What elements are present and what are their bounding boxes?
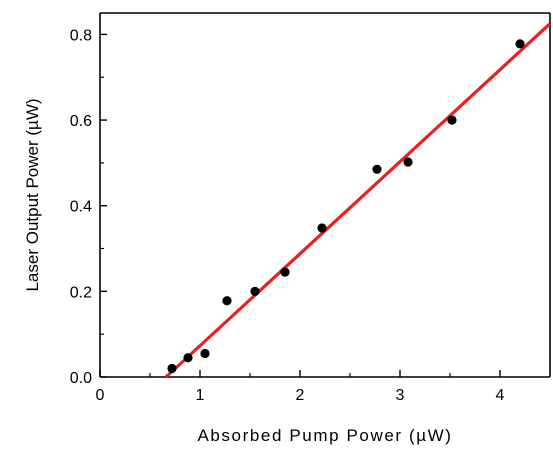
fit-line bbox=[164, 22, 552, 379]
y-tick-label: 0.6 bbox=[70, 113, 92, 130]
data-point bbox=[403, 157, 413, 167]
x-tick-label: 1 bbox=[196, 387, 205, 404]
data-point bbox=[317, 223, 327, 233]
x-axis-title: Absorbed Pump Power (µW) bbox=[197, 426, 452, 445]
x-tick-label: 3 bbox=[396, 387, 405, 404]
data-point bbox=[447, 115, 457, 125]
y-ticks: 0.0 0.2 0.4 0.6 0.8 bbox=[70, 27, 107, 387]
y-tick-label: 0.4 bbox=[70, 199, 92, 216]
data-point bbox=[250, 286, 260, 296]
x-tick-label: 0 bbox=[96, 387, 105, 404]
data-point bbox=[372, 164, 382, 174]
data-point bbox=[515, 39, 525, 49]
data-point bbox=[167, 363, 177, 374]
data-point bbox=[183, 353, 193, 363]
data-point bbox=[222, 296, 232, 306]
y-tick-label: 0.2 bbox=[70, 284, 92, 301]
x-tick-label: 4 bbox=[496, 387, 505, 404]
y-axis-title: Laser Output Power (µW) bbox=[23, 98, 42, 291]
data-point bbox=[280, 267, 290, 277]
data-points-layer bbox=[167, 39, 525, 374]
y-tick-label: 0.8 bbox=[70, 27, 92, 44]
x-ticks: 0 1 2 3 4 bbox=[96, 370, 505, 404]
y-tick-label: 0.0 bbox=[70, 370, 92, 387]
fit-line-layer bbox=[164, 22, 552, 379]
x-tick-label: 2 bbox=[296, 387, 305, 404]
plot-area bbox=[99, 12, 551, 378]
data-point bbox=[200, 348, 210, 359]
